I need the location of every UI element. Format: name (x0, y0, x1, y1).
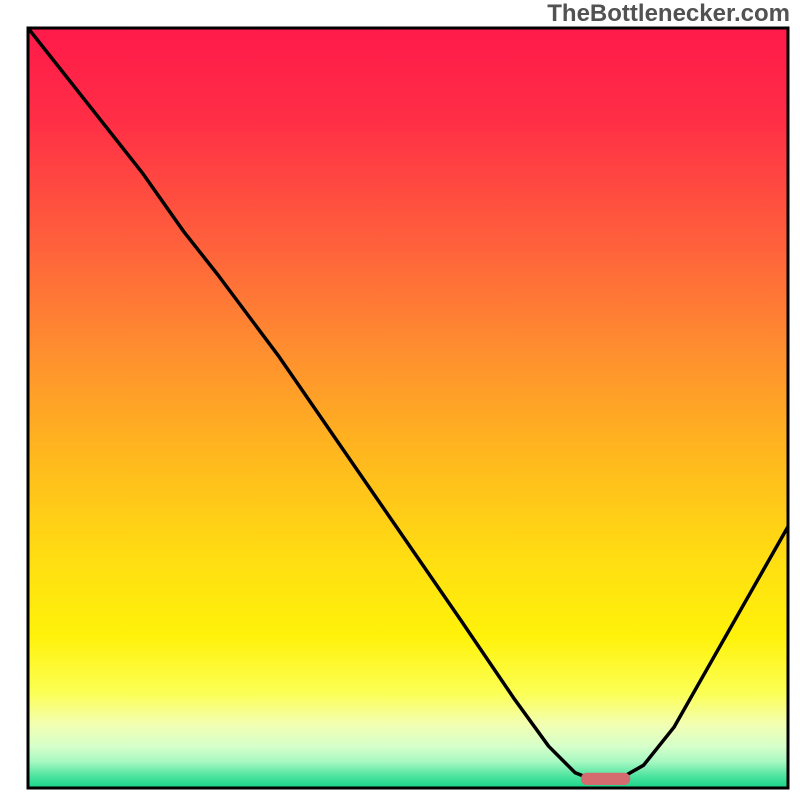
bottleneck-chart: TheBottlenecker.com (0, 0, 800, 800)
optimal-marker (581, 773, 630, 785)
plot-background (28, 28, 788, 788)
chart-svg (0, 0, 800, 800)
